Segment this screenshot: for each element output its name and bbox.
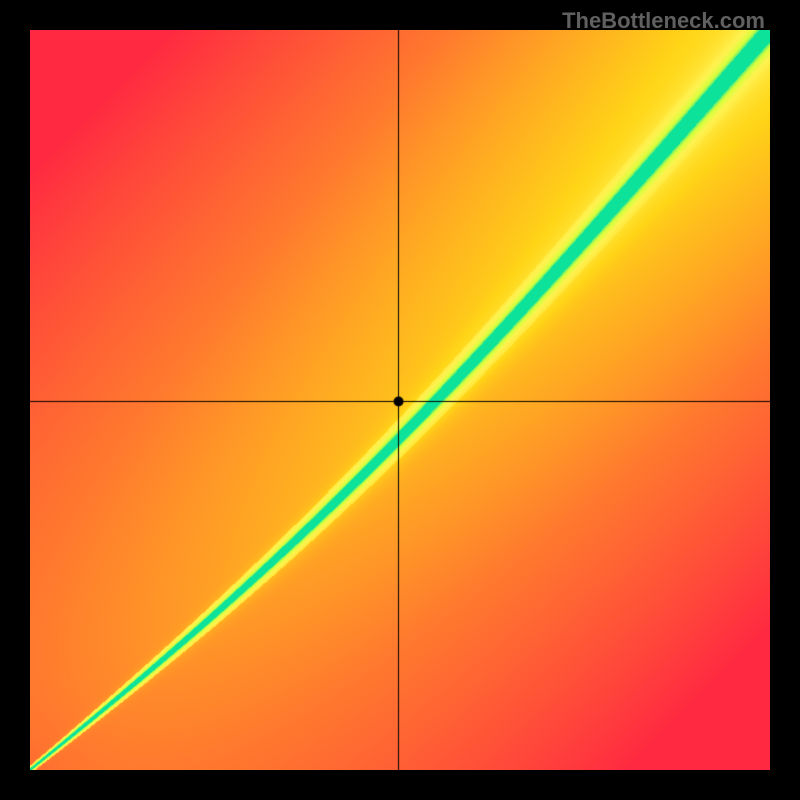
bottleneck-heatmap: [30, 30, 770, 770]
attribution-text: TheBottleneck.com: [562, 8, 765, 34]
chart-container: TheBottleneck.com: [0, 0, 800, 800]
